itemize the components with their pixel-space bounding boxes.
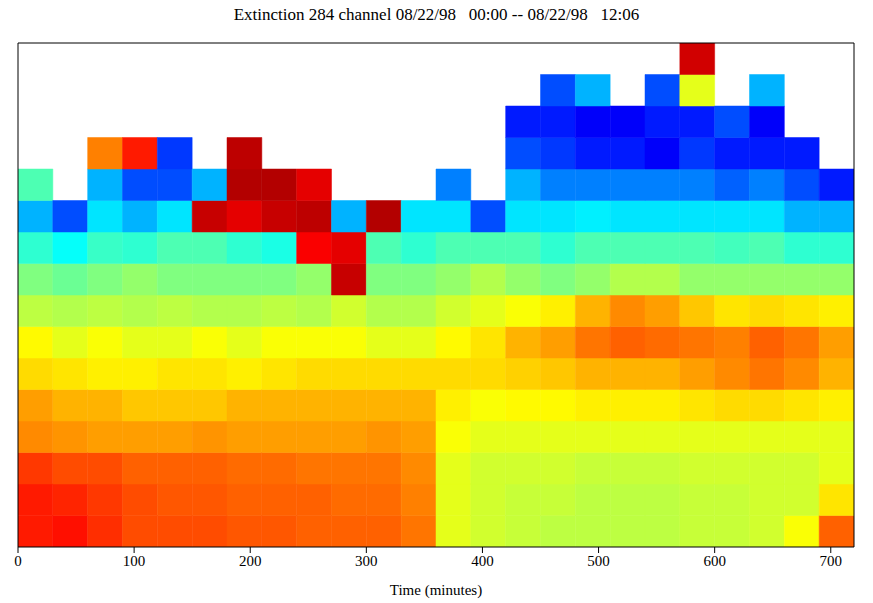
svg-text:200: 200 [239, 553, 262, 569]
svg-text:0: 0 [14, 553, 22, 569]
html-text:Extinction 284 channel 08/22/9: Extinction 284 channel 08/22/98 00:00 --… [233, 5, 640, 24]
svg-text:700: 700 [820, 553, 843, 569]
svg-text:100: 100 [123, 553, 146, 569]
svg-text:Time (minutes): Time (minutes) [390, 582, 482, 599]
svg-text:300: 300 [355, 553, 378, 569]
svg-text:500: 500 [587, 553, 610, 569]
svg-text:600: 600 [703, 553, 726, 569]
svg-text:400: 400 [471, 553, 494, 569]
